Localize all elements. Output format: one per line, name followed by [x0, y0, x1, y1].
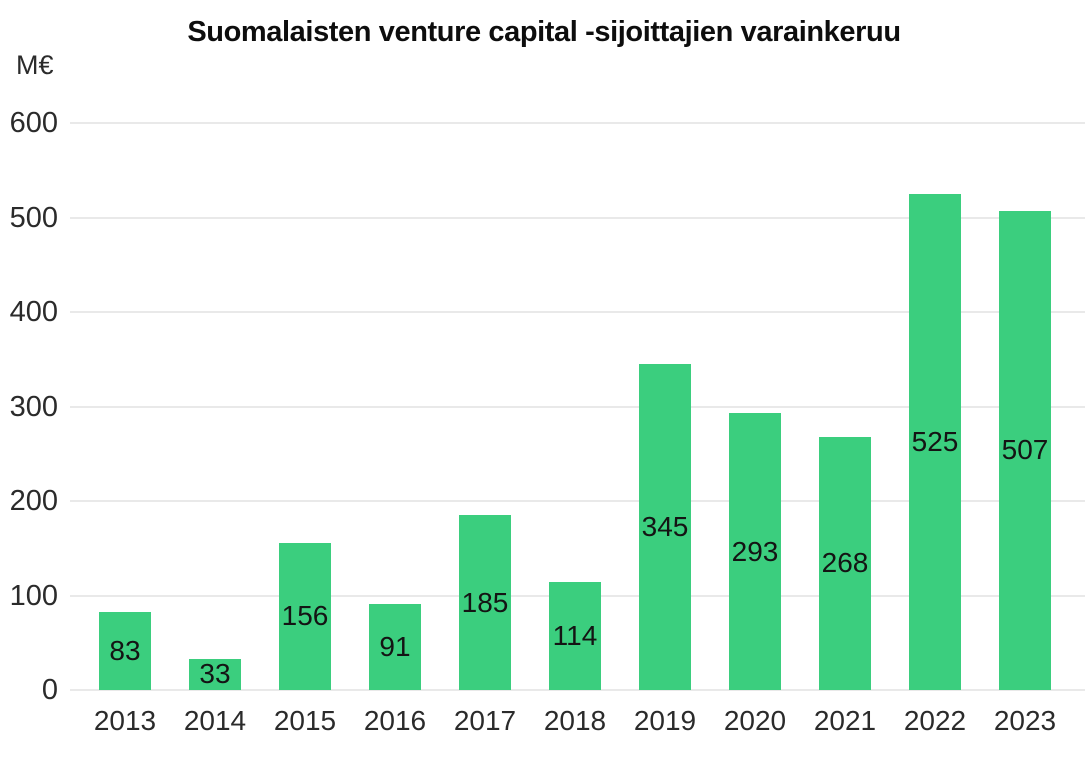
- x-axis-tick-label-2021: 2021: [813, 705, 877, 736]
- bar-value-label-2020: 293: [731, 535, 779, 567]
- x-axis-tick-label-2023: 2023: [993, 705, 1057, 736]
- bar-value-label-2021: 268: [821, 547, 869, 579]
- bar-value-label-2014: 33: [199, 658, 231, 690]
- chart-title: Suomalaisten venture capital -sijoittaji…: [187, 16, 901, 48]
- gridline-y-300: [70, 405, 1085, 408]
- bar-2015: [279, 542, 331, 690]
- x-axis-tick-label-2015: 2015: [273, 705, 337, 736]
- bar-value-label-2013: 83: [109, 634, 141, 666]
- y-axis-tick-label: 0: [41, 674, 58, 706]
- y-axis-tick-label: 200: [9, 485, 58, 517]
- bar-2019: [639, 363, 691, 690]
- y-axis-tick-label: 500: [9, 201, 58, 234]
- x-axis-tick-label-2018: 2018: [543, 705, 607, 736]
- y-axis-tick-label: 600: [9, 107, 58, 139]
- y-axis-tick-label: 300: [9, 390, 58, 423]
- gridline-y-200: [70, 500, 1085, 502]
- gridline-y-500: [70, 216, 1085, 219]
- bar-2023: [999, 210, 1051, 690]
- y-axis-unit-label: M€: [16, 50, 54, 80]
- bar-value-label-2018: 114: [552, 620, 598, 652]
- x-axis-tick-label-2016: 2016: [363, 705, 427, 736]
- bar-2016: [369, 604, 421, 690]
- x-axis-tick-label-2020: 2020: [723, 705, 787, 736]
- bar-2022: [909, 193, 961, 690]
- y-axis-tick-label: 100: [9, 579, 58, 612]
- gridline-y-400: [70, 311, 1085, 313]
- x-axis-tick-label-2019: 2019: [633, 705, 697, 736]
- bar-value-label-2015: 156: [281, 600, 329, 632]
- bar-2014: [189, 658, 241, 690]
- bar-2020: [729, 413, 781, 690]
- bar-2018: [549, 582, 601, 690]
- gridline-y-0: [70, 689, 1085, 691]
- x-axis-tick-label-2014: 2014: [183, 705, 247, 736]
- bar-value-label-2017: 185: [461, 586, 509, 618]
- gridline-y-600: [70, 122, 1085, 124]
- y-axis-tick-label: 400: [9, 296, 58, 328]
- bar-2021: [819, 436, 871, 690]
- x-axis-tick-label-2017: 2017: [453, 705, 517, 736]
- bar-value-label-2016: 91: [379, 631, 411, 662]
- bar-2013: [99, 611, 151, 690]
- x-axis-tick-label-2013: 2013: [93, 705, 157, 736]
- x-axis-tick-label-2022: 2022: [903, 705, 967, 736]
- bar-value-label-2019: 345: [641, 510, 689, 542]
- bar-value-label-2023: 507: [1001, 434, 1049, 466]
- bar-2017: [459, 515, 511, 690]
- bar-value-label-2022: 525: [911, 425, 959, 457]
